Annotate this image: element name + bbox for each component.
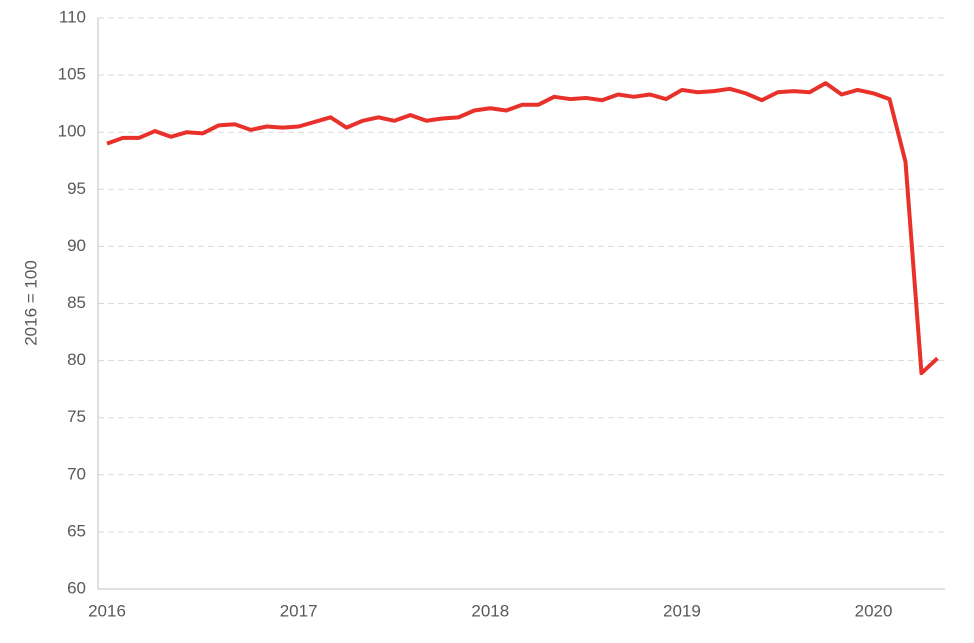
y-tick-label: 65 [67,521,86,540]
y-tick-label: 110 [59,7,86,26]
x-tick-label: 2017 [280,601,318,620]
y-tick-label: 100 [58,122,86,141]
y-tick-label: 85 [67,293,86,312]
y-tick-label: 105 [58,65,86,84]
data-line [106,81,939,376]
y-tick-label: 60 [67,578,86,597]
x-tick-label: 2020 [855,601,893,620]
x-tick-label: 2019 [663,601,701,620]
y-tick-label: 75 [67,407,86,426]
y-tick-label: 80 [67,350,86,369]
y-tick-label: 70 [67,464,86,483]
x-tick-label: 2018 [471,601,509,620]
x-tick-label: 2016 [88,601,126,620]
y-tick-label: 90 [67,236,86,255]
y-tick-label: 95 [67,179,86,198]
y-axis-label: 2016 = 100 [21,260,40,346]
